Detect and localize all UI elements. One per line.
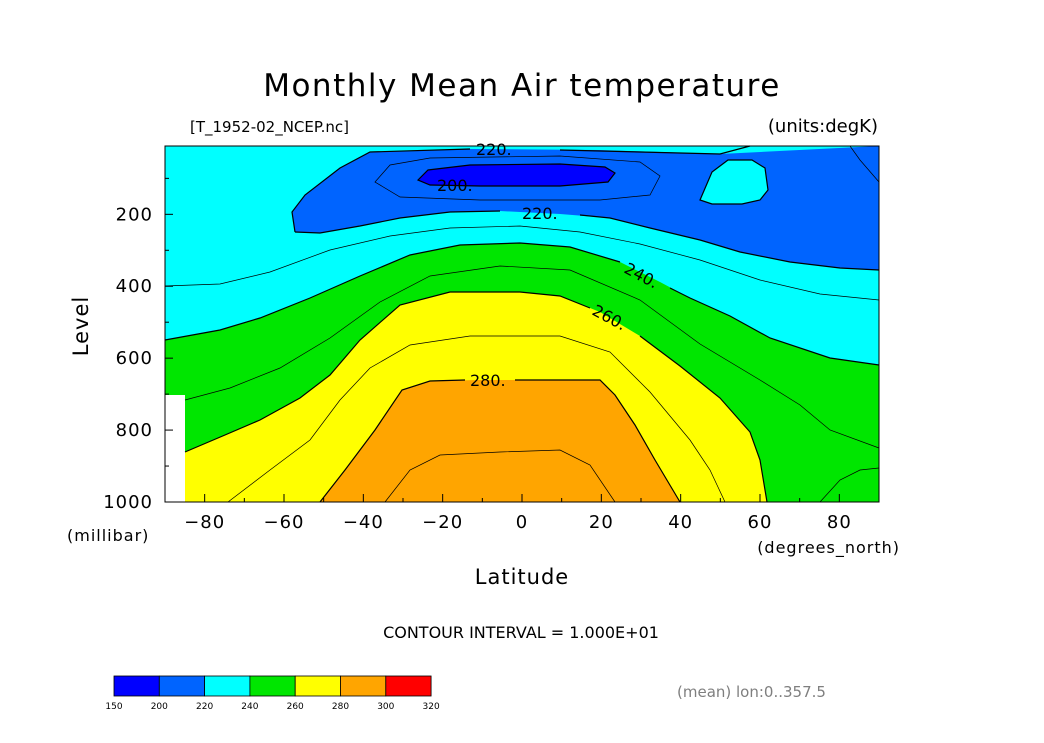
contour-label-220-mid: 220. [522, 204, 558, 223]
x-axis: −80 −60 −40 −20 0 20 40 60 80 [164, 494, 880, 533]
contour-270 [227, 335, 726, 503]
x-tick-label: 40 [668, 512, 693, 533]
colorbar-swatch [385, 675, 432, 697]
contour-label-280: 280. [470, 371, 506, 390]
band-220-240-island [700, 160, 768, 204]
y-tick-label: 400 [116, 276, 153, 297]
colorbar: 150 200 220 240 260 280 300 320 [105, 675, 440, 712]
y-tick-label: 1000 [103, 492, 153, 513]
x-tick-label: −80 [184, 512, 225, 533]
y-axis: 200 400 600 800 1000 [103, 177, 173, 513]
missing-data [165, 395, 185, 502]
colorbar-tick-label: 260 [287, 702, 304, 712]
contour-label-220-top: 220. [476, 140, 512, 159]
contour-260 [184, 291, 768, 503]
chart-title: Monthly Mean Air temperature [263, 68, 781, 104]
contour-220 [291, 145, 751, 233]
colorbar-swatch [249, 675, 296, 697]
colorbar-swatch [204, 675, 251, 697]
x-tick-label: 80 [827, 512, 852, 533]
colorbar-tick-label: 300 [377, 702, 394, 712]
colorbar-tick-label: 240 [241, 702, 258, 712]
colorbar-tick-label: 280 [332, 702, 349, 712]
contour-island [699, 159, 769, 205]
contour-220-b [294, 210, 880, 271]
colorbar-swatch [340, 675, 387, 697]
y-tick-label: 800 [116, 420, 153, 441]
y-axis-label: Level [69, 296, 93, 356]
y-tick-label: 200 [116, 204, 153, 225]
band-280-300 [320, 380, 680, 502]
colorbar-swatch [113, 675, 160, 697]
units-label: (units:degK) [768, 116, 878, 137]
contour-right-edge [819, 145, 880, 503]
x-tick-label: −20 [422, 512, 463, 533]
contour-250 [184, 265, 880, 449]
x-tick-label: −40 [343, 512, 384, 533]
contour-280 [319, 379, 681, 503]
contour-label-200: 200. [437, 176, 473, 195]
contour-200 [416, 163, 616, 187]
contour-lines [164, 145, 880, 503]
contour-290 [384, 449, 616, 503]
colorbar-tick-label: 150 [105, 702, 122, 712]
x-tick-label: 60 [748, 512, 773, 533]
x-tick-label: 0 [516, 512, 528, 533]
y-tick-label: 600 [116, 348, 153, 369]
colorbar-tick-label: 320 [423, 702, 440, 712]
colorbar-tick-label: 220 [196, 702, 213, 712]
x-axis-label: Latitude [475, 565, 569, 589]
x-tick-label: −60 [264, 512, 305, 533]
footer-text: (mean) lon:0..357.5 [677, 683, 826, 701]
colorbar-swatch [294, 675, 341, 697]
file-label: [T_1952-02_NCEP.nc] [190, 118, 349, 137]
y-units: (millibar) [67, 526, 149, 545]
contour-210 [374, 155, 661, 201]
contour-interval: CONTOUR INTERVAL = 1.000E+01 [383, 623, 659, 642]
x-units: (degrees_north) [757, 538, 900, 558]
colorbar-swatch [158, 675, 206, 697]
colorbar-tick-label: 200 [151, 702, 168, 712]
x-tick-label: 20 [589, 512, 614, 533]
contour-230 [164, 225, 880, 301]
contour-field [165, 146, 879, 502]
band-150-200 [418, 164, 615, 186]
contour-240 [164, 242, 880, 366]
